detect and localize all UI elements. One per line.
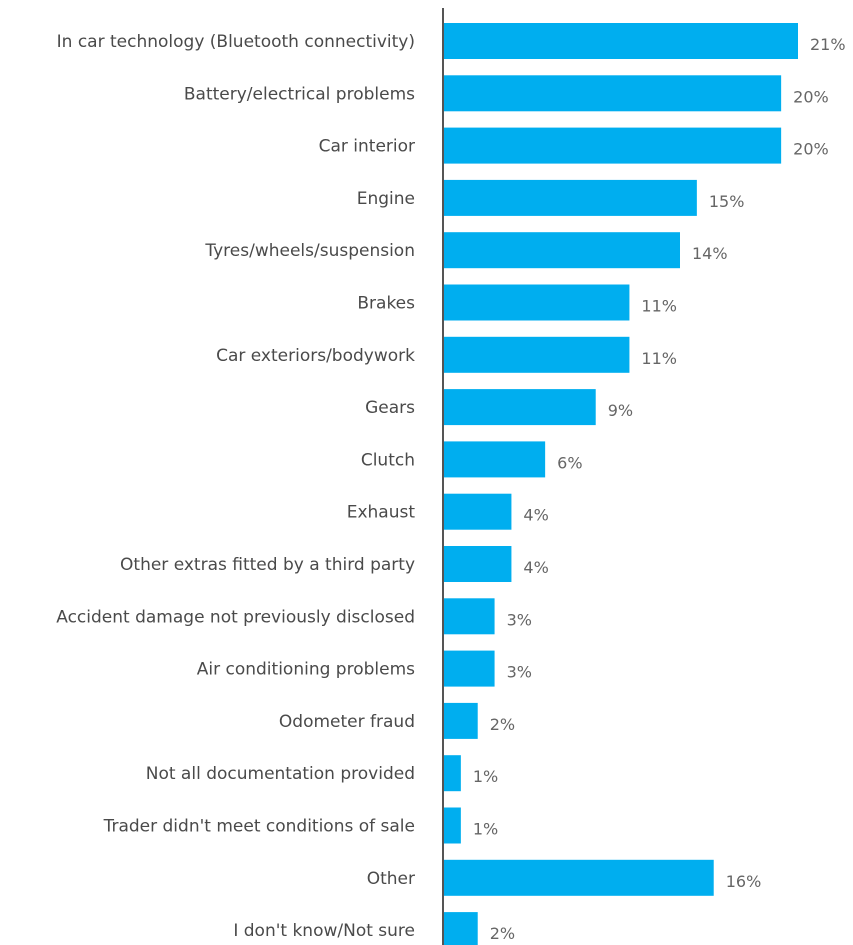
bar: [444, 807, 461, 844]
category-label: Brakes: [357, 294, 415, 314]
value-label: 21%: [810, 35, 846, 54]
value-label: 2%: [490, 715, 515, 734]
bar: [444, 336, 630, 373]
bar: [444, 598, 495, 635]
bar: [444, 912, 478, 945]
category-label: In car technology (Bluetooth connectivit…: [57, 32, 415, 52]
category-label: Accident damage not previously disclosed: [56, 607, 415, 627]
bar: [444, 127, 782, 164]
value-label: 4%: [523, 506, 548, 525]
bar: [444, 284, 630, 321]
bar: [444, 702, 478, 739]
bar: [444, 546, 512, 582]
bar: [444, 755, 461, 792]
bar: [444, 75, 782, 112]
category-label: Car interior: [319, 137, 415, 157]
value-labels-group: 21% 20% 20% 15% 14% 11% 11% 9% 6% 4% 4% 3% 3% 2% 1% 1% 1…: [473, 35, 846, 943]
category-label: Trader didn't meet conditions of sale: [103, 817, 415, 837]
bar: [444, 179, 697, 216]
value-label: 16%: [726, 872, 762, 891]
category-labels-group: In car technology (Bluetooth connectivit…: [56, 32, 415, 941]
category-label: Car exteriors/bodywork: [216, 346, 415, 366]
category-label: Clutch: [361, 450, 415, 470]
category-label: Gears: [365, 398, 415, 418]
bars-group: [444, 23, 798, 945]
value-label: 20%: [793, 140, 829, 159]
category-label: Engine: [357, 189, 415, 209]
value-label: 3%: [507, 663, 532, 682]
category-label: I don't know/Not sure: [233, 921, 415, 941]
category-label: Other extras fitted by a third party: [120, 555, 415, 575]
category-label: Not all documentation provided: [146, 764, 415, 784]
category-label: Exhaust: [347, 503, 416, 523]
bar: [444, 650, 495, 687]
value-label: 6%: [557, 453, 582, 472]
category-label: Tyres/wheels/suspension: [204, 241, 415, 261]
category-label: Air conditioning problems: [197, 660, 415, 680]
value-label: 3%: [507, 610, 532, 629]
value-label: 1%: [473, 820, 498, 839]
bar: [444, 859, 714, 896]
value-label: 15%: [709, 192, 745, 211]
value-label: 4%: [523, 558, 548, 577]
value-label: 9%: [608, 401, 633, 420]
value-label: 11%: [641, 297, 677, 316]
value-label: 14%: [692, 244, 728, 263]
bar: [444, 232, 680, 269]
category-label: Odometer fraud: [279, 712, 415, 732]
value-label: 1%: [473, 767, 498, 786]
bar: [444, 493, 512, 530]
value-label: 2%: [490, 924, 515, 943]
value-label: 11%: [641, 349, 677, 368]
category-label: Battery/electrical problems: [184, 84, 415, 104]
bar: [444, 23, 798, 59]
bar: [444, 441, 546, 478]
category-label: Other: [367, 869, 415, 889]
value-label: 20%: [793, 87, 829, 106]
bar: [444, 389, 596, 426]
